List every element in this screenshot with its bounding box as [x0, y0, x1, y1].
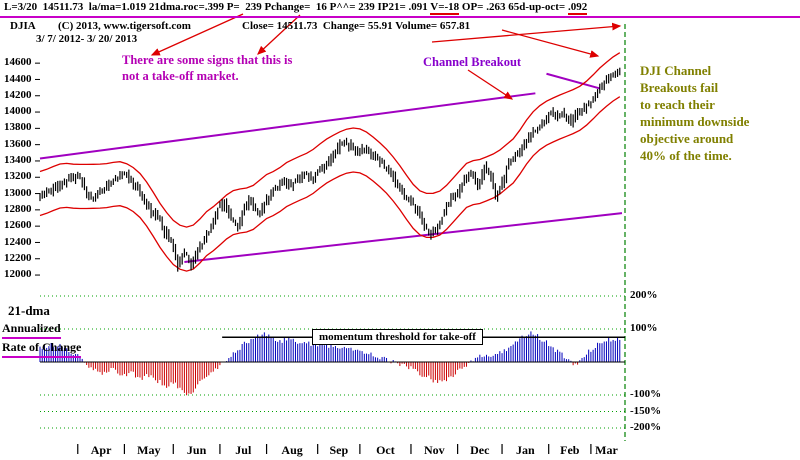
- header-metric-segment: OP= .263: [459, 1, 509, 13]
- header-metric-segment: V=-18: [430, 1, 460, 15]
- price-axis-ticks: [35, 62, 40, 276]
- month-label: Sep: [329, 443, 349, 457]
- annotation-channel-breakout: Channel Breakout: [423, 55, 522, 69]
- lower-band: [39, 96, 621, 272]
- upper-band: [39, 52, 621, 228]
- month-label: Apr: [90, 443, 112, 457]
- momentum-tick-label: 200%: [630, 289, 658, 301]
- header-metric-segment: 65d-up-oct=: [508, 1, 568, 13]
- header-metrics-line: L=3/20 14511.73 la/ma=1.019 21dma.roc=.3…: [4, 1, 588, 15]
- momentum-tick-label: -150%: [630, 404, 662, 417]
- magenta-top-rule: [0, 16, 800, 18]
- momentum-tick-label: -200%: [630, 421, 662, 433]
- price-tick-label: 13000: [4, 186, 32, 199]
- month-label: Dec: [470, 443, 490, 457]
- month-label: Oct: [376, 443, 395, 457]
- price-tick-label: 13400: [4, 153, 32, 166]
- month-label: Jan: [516, 443, 535, 457]
- price-tick-label: 12200: [4, 251, 32, 264]
- indicator-title-annualized: Annualized: [2, 321, 61, 339]
- momentum-tick-label: 100%: [630, 322, 658, 334]
- momentum-tick-label: -100%: [630, 388, 662, 400]
- price-tick-label: 12400: [4, 235, 32, 248]
- month-axis-ticks: [77, 444, 592, 454]
- price-tick-label: 13200: [4, 170, 32, 183]
- price-tick-label: 12600: [4, 219, 32, 232]
- month-label: Feb: [560, 443, 580, 457]
- price-tick-label: 14600: [4, 56, 32, 69]
- symbol-label: DJIA: [10, 20, 36, 32]
- copyright-text: (C) 2013, www.tigersoft.com: [58, 20, 191, 32]
- month-label: Jun: [186, 443, 207, 457]
- price-tick-label: 14000: [4, 105, 32, 118]
- annotation-not-takeoff-note: There are some signs that this is not a …: [122, 53, 293, 83]
- month-label: Nov: [423, 443, 445, 457]
- quote-stats: Close= 14511.73 Change= 55.91 Volume= 65…: [242, 20, 471, 32]
- header-metric-segment: .092: [567, 1, 588, 15]
- threshold-label-box: momentum threshold for take-off: [312, 329, 483, 345]
- month-label: May: [137, 443, 161, 457]
- annotation-arrows: [150, 13, 622, 100]
- month-label: Jul: [235, 443, 252, 457]
- price-tick-label: 14400: [4, 72, 32, 85]
- indicator-title-21dma: 21-dma: [8, 303, 50, 318]
- price-tick-label: 13600: [4, 137, 32, 150]
- price-tick-label: 14200: [4, 88, 32, 101]
- price-tick-label: 12000: [4, 268, 32, 281]
- price-tick-label: 13800: [4, 121, 32, 134]
- channel-trendlines: [39, 72, 623, 264]
- annotation-dji-breakouts-note: DJI Channel Breakouts fail to reach thei…: [640, 63, 750, 163]
- price-bars: [39, 67, 621, 272]
- date-range: 3/ 7/ 2012- 3/ 20/ 2013: [36, 33, 138, 45]
- price-tick-label: 12800: [4, 202, 32, 215]
- month-label: Mar: [595, 443, 618, 457]
- month-label: Aug: [281, 443, 303, 457]
- header-metric-segment: L=3/20 14511.73 la/ma=1.019 21dma.roc=.3…: [4, 1, 431, 13]
- indicator-title-rate-of-change: Rate of Change: [2, 340, 82, 358]
